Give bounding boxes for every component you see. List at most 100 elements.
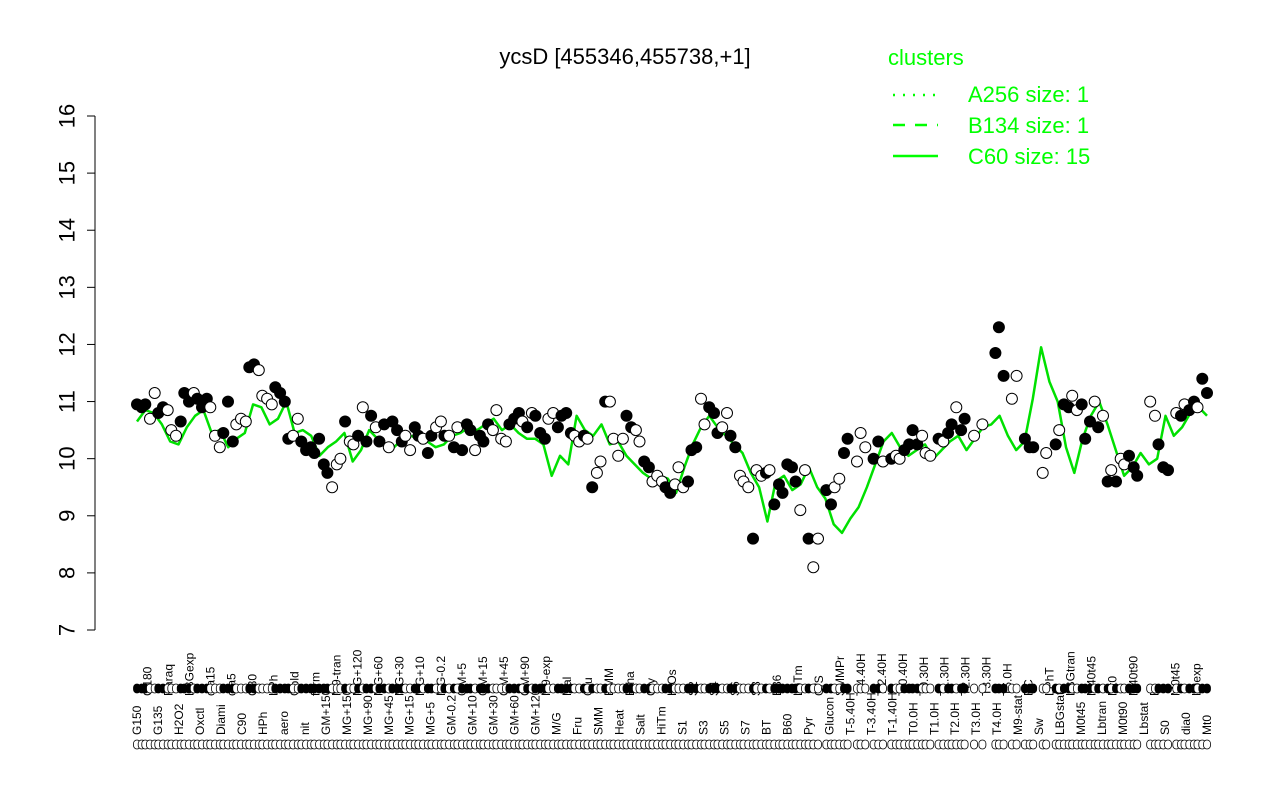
data-point bbox=[976, 418, 989, 431]
data-point bbox=[958, 412, 971, 425]
data-point bbox=[204, 401, 217, 414]
y-tick-label: 7 bbox=[55, 624, 80, 636]
rug-mark bbox=[843, 739, 852, 750]
x-tick-label: Lbstat bbox=[1137, 702, 1151, 735]
data-point bbox=[708, 407, 720, 419]
data-point bbox=[825, 498, 837, 511]
data-point bbox=[776, 486, 789, 499]
rug-mark bbox=[1203, 739, 1211, 750]
rug-mark bbox=[1029, 739, 1038, 750]
y-tick-label: 13 bbox=[55, 275, 80, 299]
rug-mark bbox=[1164, 739, 1172, 750]
data-point bbox=[851, 455, 863, 468]
data-point bbox=[1175, 409, 1187, 422]
x-tick-label: S7 bbox=[738, 720, 752, 735]
x-tick-label: aero bbox=[277, 711, 291, 735]
data-point bbox=[1196, 372, 1209, 385]
x-tick-label: C90 bbox=[235, 713, 249, 735]
x-tick-label: Heat bbox=[613, 709, 627, 735]
data-point bbox=[499, 435, 512, 448]
data-point bbox=[690, 441, 703, 454]
data-point bbox=[768, 498, 781, 511]
data-point bbox=[174, 415, 187, 428]
data-point bbox=[612, 449, 625, 462]
x-tick-label: Mt0 bbox=[1200, 715, 1214, 735]
data-point bbox=[603, 395, 616, 408]
x-tick-label: Fru bbox=[571, 717, 585, 735]
chart-title: ycsD [455346,455738,+1] bbox=[499, 44, 750, 69]
data-point bbox=[404, 444, 417, 457]
data-point bbox=[992, 321, 1005, 334]
data-point bbox=[144, 412, 156, 425]
rug-mark bbox=[978, 683, 987, 694]
x-tick-label: H2O2 bbox=[172, 703, 186, 735]
data-point bbox=[339, 415, 352, 428]
x-tick-label: BT bbox=[759, 719, 773, 735]
x-tick-label: S0 bbox=[1158, 720, 1172, 735]
data-point bbox=[586, 481, 599, 494]
x-tick-label: LBGstat bbox=[1053, 691, 1067, 735]
x-tick-label: T-1.40H bbox=[885, 692, 899, 735]
x-tick-label: Sw bbox=[1032, 718, 1046, 735]
x-tick-label: S3 bbox=[697, 720, 711, 735]
data-point bbox=[1084, 415, 1096, 428]
data-point bbox=[1075, 398, 1088, 411]
data-point bbox=[1092, 421, 1105, 434]
rug-mark bbox=[1012, 683, 1021, 694]
data-point bbox=[356, 401, 369, 414]
rug-mark bbox=[1164, 683, 1172, 694]
x-tick-label: Salt bbox=[634, 714, 648, 735]
rug-mark bbox=[861, 739, 870, 750]
x-tick-label: S1 bbox=[676, 720, 690, 735]
data-point bbox=[560, 407, 573, 419]
data-point bbox=[1088, 395, 1101, 408]
data-point bbox=[698, 418, 711, 431]
data-point bbox=[581, 432, 594, 445]
data-point bbox=[968, 429, 981, 442]
data-point bbox=[742, 481, 755, 494]
x-tick-label: G135 bbox=[151, 705, 165, 735]
data-point bbox=[469, 444, 482, 457]
data-point bbox=[1152, 438, 1165, 451]
y-tick-label: 16 bbox=[55, 104, 80, 128]
rug-mark bbox=[926, 683, 935, 694]
x-tick-label: T1.0H bbox=[927, 702, 941, 735]
data-point bbox=[308, 447, 321, 459]
data-point bbox=[924, 449, 937, 462]
data-point bbox=[747, 532, 759, 545]
data-point bbox=[794, 504, 807, 517]
y-tick-label: 15 bbox=[55, 161, 80, 185]
data-point bbox=[729, 441, 742, 454]
data-point bbox=[1149, 409, 1161, 422]
x-tick-label: T2.0H bbox=[948, 702, 962, 735]
y-tick-label: 9 bbox=[55, 510, 80, 522]
data-point bbox=[278, 395, 291, 408]
rug-mark bbox=[960, 683, 969, 694]
x-tick-label: nit bbox=[298, 722, 312, 735]
data-point bbox=[139, 398, 152, 411]
x-tick-label: T-5.40H bbox=[843, 692, 857, 735]
x-tick-label: T4.0H bbox=[990, 702, 1004, 735]
data-point bbox=[807, 561, 820, 574]
data-point bbox=[321, 466, 334, 479]
data-point bbox=[421, 447, 434, 459]
data-point bbox=[724, 429, 737, 442]
x-tick-label: HiTm bbox=[655, 706, 669, 735]
rug-mark bbox=[978, 739, 987, 750]
data-point bbox=[1010, 369, 1023, 382]
x-tick-label: M/G bbox=[550, 712, 564, 735]
data-point bbox=[838, 447, 850, 459]
data-point bbox=[252, 364, 265, 377]
y-tick-label: 12 bbox=[55, 332, 80, 356]
data-point bbox=[695, 392, 707, 405]
data-point bbox=[287, 429, 300, 442]
data-point bbox=[265, 398, 278, 411]
data-point bbox=[1105, 464, 1118, 477]
data-point bbox=[1144, 395, 1157, 408]
data-point bbox=[997, 369, 1010, 382]
data-point bbox=[906, 424, 919, 437]
marker-group bbox=[131, 321, 1213, 574]
rug-mark bbox=[999, 683, 1008, 694]
data-point bbox=[616, 432, 629, 445]
rug-mark bbox=[814, 683, 822, 694]
